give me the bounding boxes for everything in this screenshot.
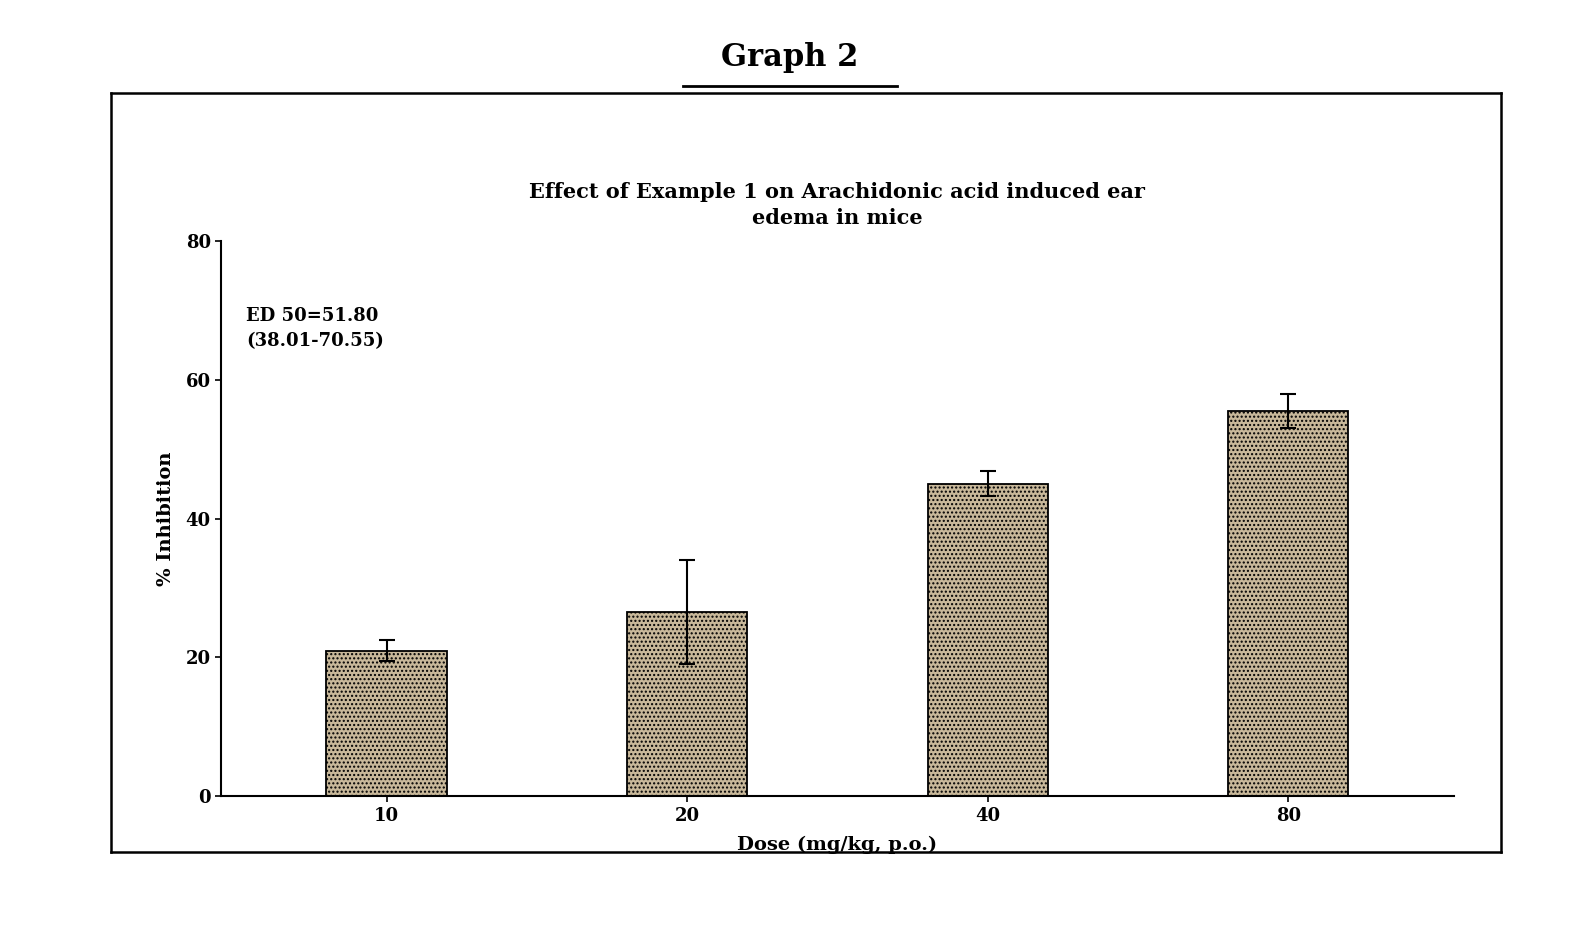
Bar bbox=[627, 612, 747, 796]
Bar bbox=[327, 650, 447, 796]
Text: ED 50=51.80
(38.01-70.55): ED 50=51.80 (38.01-70.55) bbox=[246, 307, 384, 350]
Title: Effect of Example 1 on Arachidonic acid induced ear
edema in mice: Effect of Example 1 on Arachidonic acid … bbox=[529, 181, 1146, 228]
X-axis label: Dose (mg/kg, p.o.): Dose (mg/kg, p.o.) bbox=[738, 836, 937, 854]
Bar bbox=[1228, 411, 1348, 796]
Y-axis label: % Inhibition: % Inhibition bbox=[156, 451, 174, 586]
Text: Graph 2: Graph 2 bbox=[722, 42, 858, 72]
Bar bbox=[927, 483, 1048, 796]
